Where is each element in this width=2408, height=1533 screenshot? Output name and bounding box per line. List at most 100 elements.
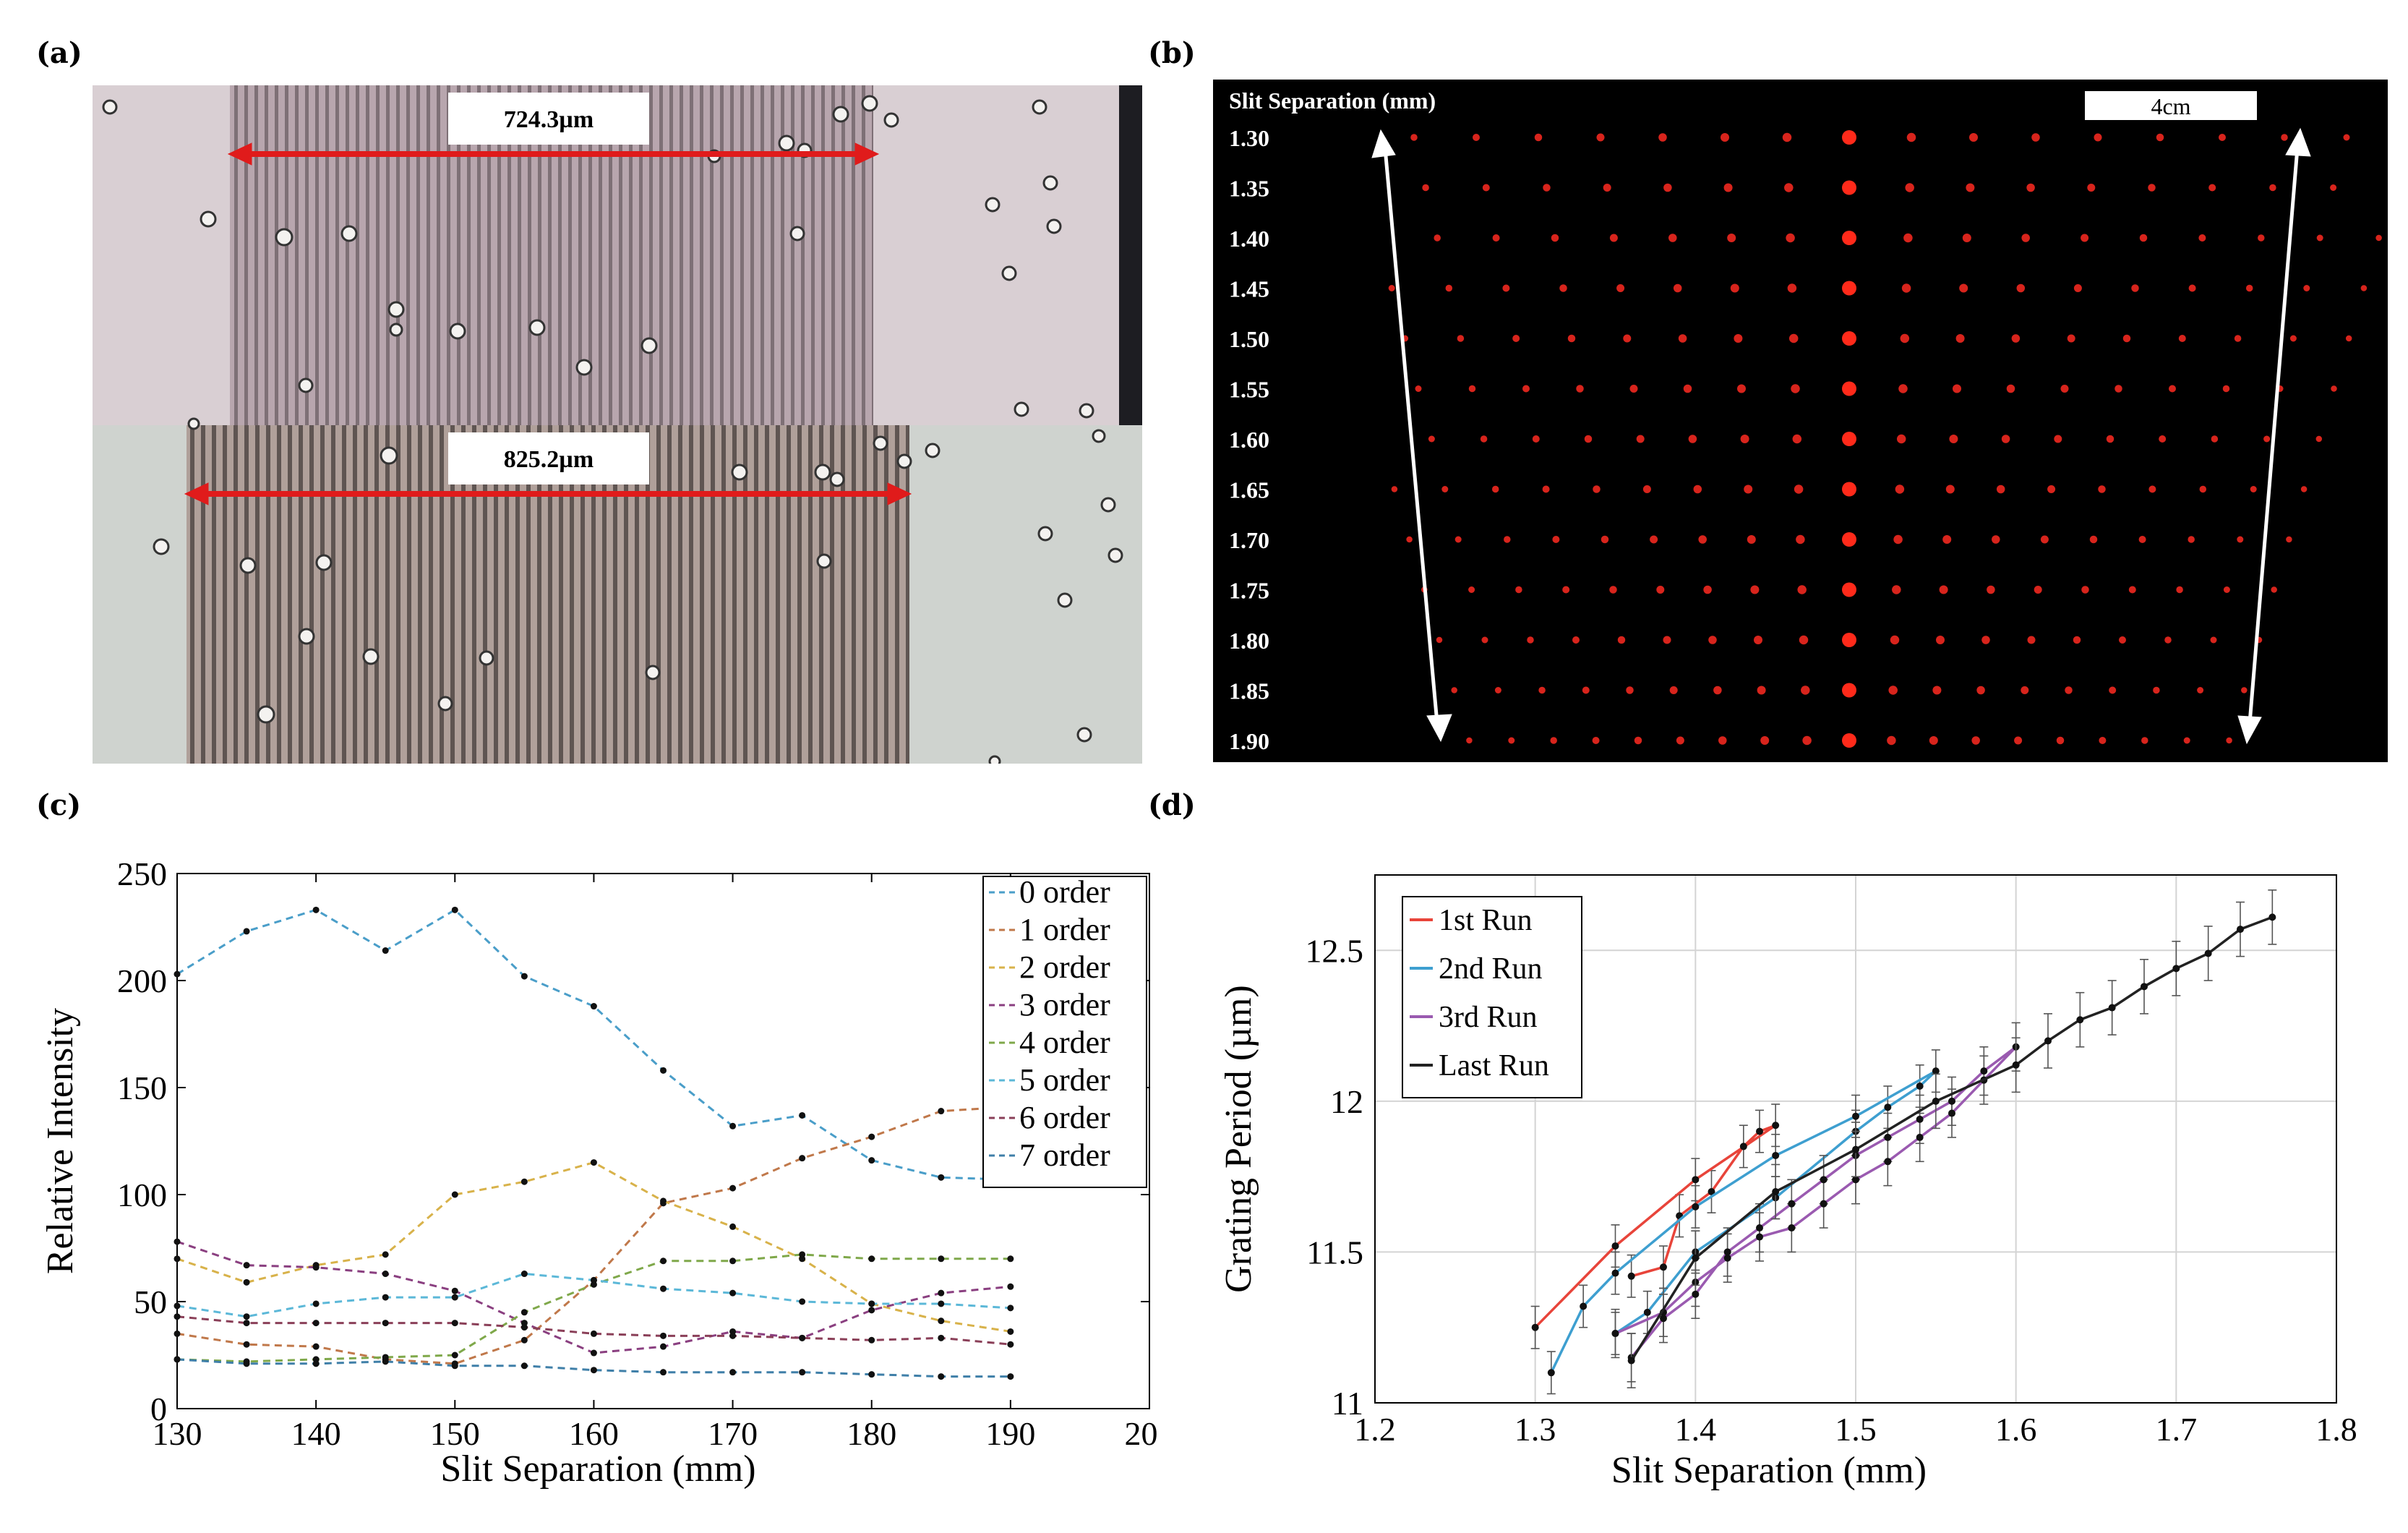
diffraction-spot (1636, 435, 1645, 443)
diffraction-spot (2258, 234, 2265, 242)
data-point (938, 1334, 945, 1341)
diffraction-spot (1718, 736, 1727, 745)
data-point (1547, 1369, 1555, 1377)
data-point (1611, 1242, 1619, 1250)
data-point (520, 973, 528, 980)
data-point (2237, 926, 2244, 934)
diffraction-spot (2081, 586, 2089, 594)
data-point (1948, 1097, 1955, 1105)
diffraction-spot (1629, 385, 1638, 393)
diffraction-spot (2153, 686, 2160, 694)
diffraction-spot (2047, 485, 2056, 493)
diffraction-spot (2067, 334, 2075, 343)
diffraction-spot (2034, 586, 2042, 594)
data-point (729, 1369, 737, 1376)
diffraction-spot (2263, 435, 2271, 443)
data-point (729, 1122, 737, 1130)
data-point (590, 1003, 597, 1010)
data-point (1643, 1308, 1651, 1316)
legend-entry: 3 order (1019, 987, 1110, 1022)
slit-separation-header: Slit Separation (mm) (1229, 87, 1436, 114)
diffraction-spot-grid (1388, 130, 2382, 748)
diffraction-spot (1888, 686, 1898, 695)
y-tick-label: 100 (117, 1177, 167, 1213)
diffraction-spot (1406, 536, 1413, 543)
diffraction-spot (2303, 285, 2310, 291)
diffraction-spot (1966, 183, 1975, 192)
diffraction-spot (1543, 184, 1551, 192)
diffraction-spot (1616, 284, 1625, 292)
data-point (660, 1369, 667, 1376)
diffraction-spot (1842, 130, 1856, 145)
data-point (1884, 1103, 1892, 1111)
diffraction-spot (2198, 234, 2206, 242)
legend-entry: 2nd Run (1439, 952, 1543, 986)
diffraction-spot (2073, 636, 2081, 644)
data-point (868, 1133, 875, 1140)
diffraction-spot (1445, 284, 1453, 292)
data-point (1627, 1357, 1635, 1365)
diffraction-spot (2245, 284, 2253, 292)
diffraction-spot (2286, 536, 2292, 543)
top-measure-box (448, 93, 649, 145)
data-point (660, 1257, 667, 1265)
diffraction-spot (2021, 234, 2030, 242)
panel-b-diffraction: 1.30 1.35 1.40 1.45 1.50 1.55 1.60 1.65 1.70 1.75… (1213, 80, 2388, 762)
row-label: 1.60 (1229, 427, 1269, 453)
diffraction-spot (2054, 435, 2062, 443)
diffraction-spot (1895, 484, 1905, 494)
data-point (1723, 1248, 1731, 1256)
diffraction-spot (2021, 686, 2029, 694)
diffraction-spot (2345, 335, 2352, 342)
diffraction-spot (1698, 535, 1707, 544)
diffraction-spot (1953, 384, 1961, 393)
diffraction-spot (2226, 737, 2232, 744)
x-tick-label: 1.7 (2156, 1411, 2198, 1448)
diffraction-spot (1642, 485, 1651, 493)
diffraction-spot (1801, 686, 1810, 695)
data-point (2108, 1004, 2116, 1012)
row-label: 1.50 (1229, 326, 1269, 352)
diffraction-spot (1996, 484, 2005, 494)
data-point (451, 1351, 458, 1359)
data-point (1884, 1133, 1892, 1141)
y-tick-label: 11.5 (1306, 1234, 1363, 1271)
series-line (1630, 915, 2273, 1362)
data-point (1756, 1233, 1763, 1241)
data-point (1007, 1283, 1014, 1290)
data-point (1611, 1269, 1619, 1277)
diffraction-spot (2087, 184, 2096, 192)
chart-relative-intensity: 130 140 150 160 170 180 190 200 0 50 100 150 200 250 S… (40, 855, 1157, 1490)
data-point (451, 1294, 458, 1301)
data-point (660, 1285, 667, 1292)
x-tick-label: 140 (291, 1415, 341, 1452)
data-point (382, 1358, 389, 1365)
diffraction-spot (1727, 234, 1736, 242)
row-label: 1.55 (1229, 377, 1269, 403)
legend-entry: 2 order (1019, 949, 1110, 985)
legend-box (982, 876, 1147, 1188)
diffraction-spot (1473, 134, 1480, 141)
diffraction-spot (1693, 484, 1702, 494)
diffraction-spot (1552, 536, 1560, 543)
diffraction-spot (2211, 435, 2219, 443)
diffraction-spot (2188, 284, 2196, 292)
data-point (2012, 1061, 2020, 1069)
row-label: 1.70 (1229, 527, 1269, 553)
diffraction-spot (1663, 636, 1671, 644)
data-point (1692, 1176, 1700, 1184)
data-point (1660, 1263, 1667, 1271)
diffraction-spot (2065, 686, 2073, 694)
data-point (382, 1294, 389, 1301)
diffraction-spot (1480, 435, 1488, 443)
data-point (938, 1300, 945, 1307)
legend-entry: 4 order (1019, 1025, 1110, 1060)
diffraction-spot (1388, 285, 1395, 291)
diffraction-spot (1791, 384, 1800, 393)
diffraction-spot (2269, 184, 2276, 192)
diffraction-spot (1842, 432, 1856, 446)
diffraction-spot (1415, 385, 1422, 392)
diffraction-spot (1592, 737, 1600, 744)
diffraction-spot (1786, 233, 1795, 243)
data-point (868, 1307, 875, 1314)
